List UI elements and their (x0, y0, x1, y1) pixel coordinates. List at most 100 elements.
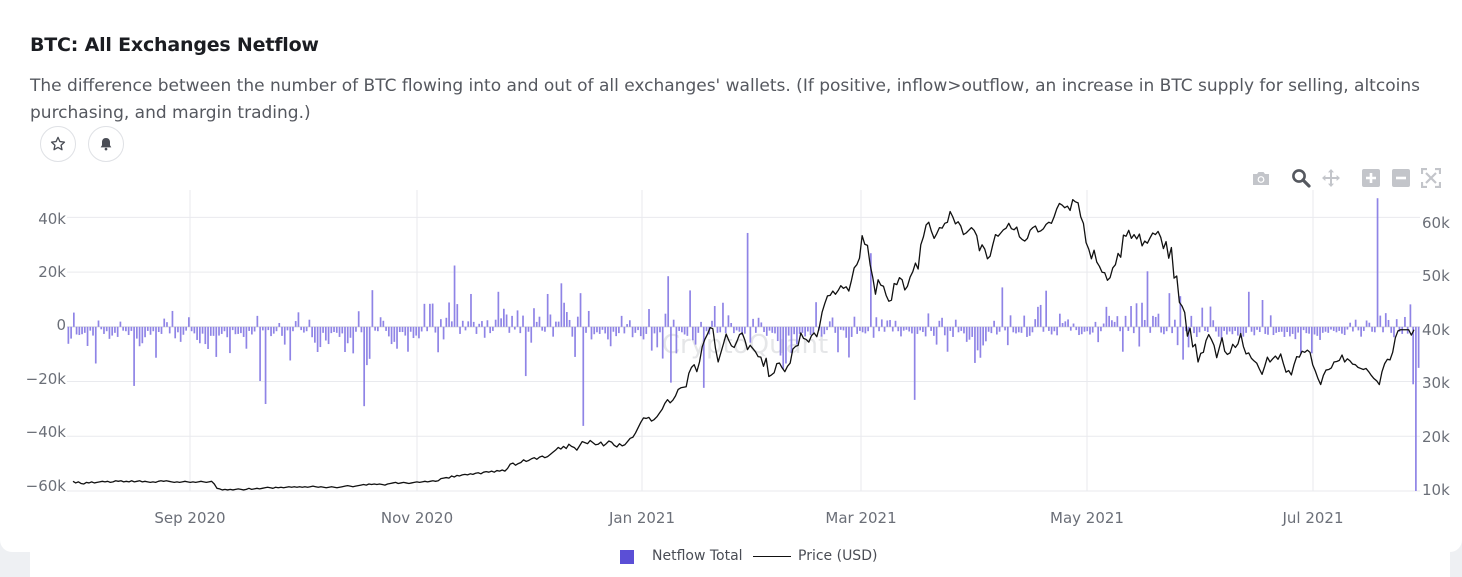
netflow-bar (908, 326, 911, 332)
netflow-bar (86, 326, 89, 346)
netflow-bar (152, 326, 155, 332)
netflow-bar (664, 313, 667, 327)
zoom-in-icon[interactable] (1359, 166, 1383, 190)
netflow-bar (127, 326, 130, 336)
netflow-bar (294, 321, 297, 327)
netflow-bar (434, 326, 437, 333)
netflow-bar (319, 326, 322, 348)
zoom-out-icon[interactable] (1389, 166, 1413, 190)
netflow-bar (467, 321, 470, 327)
netflow-bar (1089, 326, 1091, 335)
netflow-bar (440, 319, 442, 327)
netflow-bar (220, 326, 223, 334)
netflow-bar (412, 326, 415, 339)
netflow-bar (861, 326, 864, 333)
netflow-chart[interactable]: 40k 20k 0 −20k −40k −60k 60k 50k 40k 30k… (0, 180, 1462, 530)
netflow-bar (240, 326, 242, 334)
netflow-bar (765, 326, 768, 336)
netflow-bar (727, 315, 730, 327)
netflow-bar (349, 326, 352, 338)
netflow-bar (188, 317, 190, 327)
netflow-bar (1050, 326, 1053, 335)
netflow-bar (281, 326, 283, 336)
netflow-bar (993, 320, 995, 327)
netflow-bar (963, 326, 965, 334)
y-right-tick-label: 50k (1422, 267, 1450, 285)
netflow-bar (916, 326, 919, 334)
netflow-bar (760, 322, 763, 327)
netflow-bar (1080, 326, 1083, 335)
netflow-bar (1165, 326, 1168, 332)
y-right-tick-label: 20k (1422, 428, 1450, 446)
netflow-bar (631, 326, 634, 338)
netflow-bar (111, 326, 114, 336)
netflow-bar (1415, 326, 1417, 491)
netflow-bar (231, 326, 234, 331)
y-right-tick-label: 30k (1422, 374, 1450, 392)
netflow-bar (894, 320, 897, 327)
netflow-bar (656, 326, 659, 348)
netflow-bar (544, 326, 546, 332)
netflow-bar (831, 317, 834, 327)
alert-button[interactable] (88, 126, 124, 162)
netflow-bar (612, 326, 615, 332)
netflow-bar (492, 326, 494, 331)
netflow-bar (1278, 326, 1280, 333)
netflow-bar (259, 326, 261, 381)
zoom-icon[interactable] (1289, 166, 1313, 190)
netflow-bar (1308, 326, 1310, 334)
netflow-bar (905, 326, 908, 330)
netflow-bar (1354, 319, 1357, 327)
netflow-bar (705, 326, 708, 332)
netflow-bar (1316, 326, 1319, 336)
netflow-bar (472, 321, 475, 327)
netflow-bar (1338, 326, 1341, 331)
netflow-bar (1234, 326, 1236, 331)
netflow-bar (223, 326, 226, 332)
netflow-bar (1305, 326, 1308, 334)
netflow-bar (930, 326, 932, 331)
netflow-bar (166, 322, 168, 327)
netflow-bar (157, 326, 160, 333)
autoscale-icon[interactable] (1419, 166, 1443, 190)
netflow-bar (423, 303, 426, 327)
netflow-bar (1138, 326, 1141, 347)
netflow-bar (508, 326, 511, 333)
camera-icon[interactable] (1249, 166, 1273, 190)
netflow-bar (346, 326, 349, 344)
netflow-bar (1412, 326, 1414, 385)
netflow-bar (618, 326, 620, 334)
netflow-bar (1001, 287, 1004, 327)
netflow-bar (237, 326, 240, 334)
netflow-bar (1037, 306, 1039, 327)
netflow-bar (1102, 323, 1105, 327)
netflow-bar (938, 320, 941, 327)
pan-icon[interactable] (1319, 166, 1343, 190)
netflow-bar (839, 326, 842, 330)
netflow-bar (377, 326, 379, 332)
netflow-bar (1105, 306, 1108, 327)
netflow-bar (686, 326, 689, 336)
netflow-bar (470, 293, 472, 327)
netflow-bar (842, 326, 845, 331)
netflow-bar (1072, 323, 1075, 327)
netflow-bar (779, 326, 782, 356)
netflow-bar (1201, 307, 1204, 327)
netflow-bar (70, 326, 72, 339)
netflow-bar (420, 326, 423, 332)
netflow-bar (820, 326, 823, 337)
netflow-bar (541, 326, 544, 331)
netflow-bar (1149, 326, 1152, 333)
netflow-bar (1108, 315, 1110, 327)
netflow-bar (1335, 326, 1338, 333)
netflow-bar (1119, 326, 1121, 332)
netflow-bar (672, 319, 675, 327)
netflow-bar (670, 326, 672, 383)
favorite-button[interactable] (40, 126, 76, 162)
netflow-bar (711, 320, 713, 327)
netflow-bar (722, 302, 724, 327)
netflow-bar (875, 317, 878, 327)
netflow-bar (1393, 326, 1395, 338)
netflow-bar (1026, 326, 1028, 337)
netflow-bar (1217, 326, 1220, 337)
